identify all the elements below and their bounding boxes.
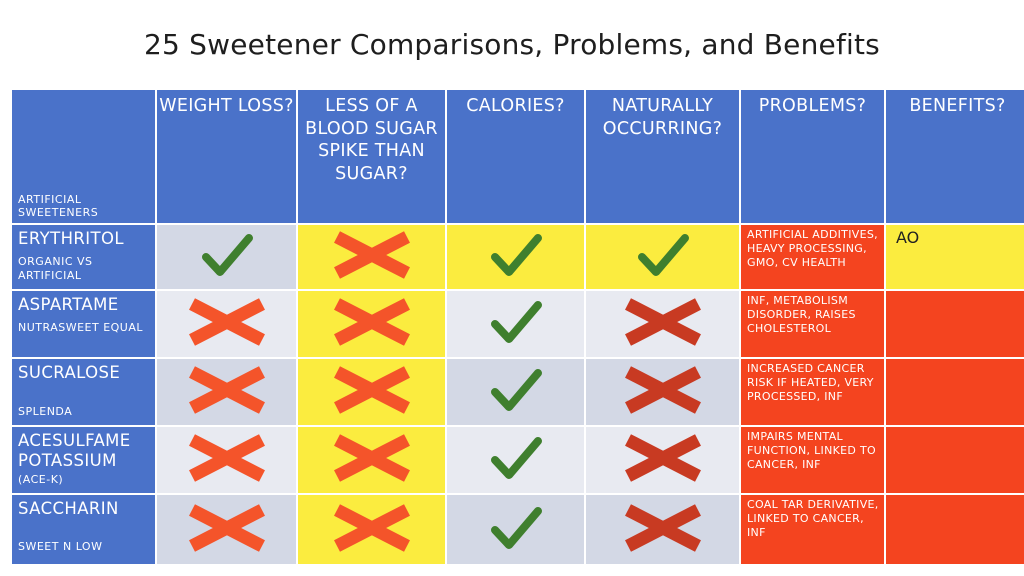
checkmark-icon	[633, 230, 693, 284]
cell-benefits	[886, 427, 1024, 493]
row-name: ASPARTAME	[18, 295, 119, 314]
cell-weight-loss	[157, 291, 296, 357]
cell-problems: INCREASED CANCER RISK IF HEATED, VERY PR…	[741, 359, 884, 425]
corner-label: ARTIFICIAL SWEETENERS	[18, 193, 99, 219]
cell-problems: COAL TAR DERIVATIVE, LINKED TO CANCER, I…	[741, 495, 884, 564]
cell-weight-loss	[157, 427, 296, 493]
cross-icon	[329, 230, 415, 284]
cell-calories	[447, 359, 584, 425]
cross-icon	[620, 365, 706, 419]
cross-icon	[184, 297, 270, 351]
cross-icon	[329, 503, 415, 557]
row-subtitle: SWEET N LOW	[18, 540, 103, 553]
column-header-naturally-occurring: NATURALLY OCCURRING?	[586, 90, 739, 223]
corner-header: ARTIFICIAL SWEETENERS	[12, 90, 155, 223]
comparison-table: ARTIFICIAL SWEETENERS WEIGHT LOSS? LESS …	[12, 90, 1024, 564]
row-name: ERYTHRITOL	[18, 229, 124, 248]
cross-icon	[329, 365, 415, 419]
checkmark-icon	[197, 230, 257, 284]
column-header-blood-sugar: LESS OF A BLOOD SUGAR SPIKE THAN SUGAR?	[298, 90, 445, 223]
cell-naturally-occurring	[586, 359, 739, 425]
row-subtitle: ORGANIC VS ARTIFICIAL	[18, 255, 93, 282]
checkmark-icon	[486, 365, 546, 419]
cell-blood-sugar	[298, 291, 445, 357]
cell-benefits: AO	[886, 225, 1024, 289]
cell-weight-loss	[157, 225, 296, 289]
row-name: SUCRALOSE	[18, 363, 121, 382]
page-title: 25 Sweetener Comparisons, Problems, and …	[144, 28, 880, 61]
cell-problems: IMPAIRS MENTAL FUNCTION, LINKED TO CANCE…	[741, 427, 884, 493]
row-subtitle: SPLENDA	[18, 405, 73, 418]
cell-calories	[447, 495, 584, 564]
cross-icon	[620, 503, 706, 557]
column-header-problems: PROBLEMS?	[741, 90, 884, 223]
cross-icon	[184, 503, 270, 557]
row-name: SACCHARIN	[18, 499, 119, 518]
cell-benefits	[886, 291, 1024, 357]
cell-calories	[447, 427, 584, 493]
cell-naturally-occurring	[586, 427, 739, 493]
row-header-erythritol: ERYTHRITOL ORGANIC VS ARTIFICIAL	[12, 225, 155, 289]
row-subtitle: (ACE-K)	[18, 473, 64, 486]
cell-blood-sugar	[298, 225, 445, 289]
cross-icon	[620, 433, 706, 487]
cell-naturally-occurring	[586, 291, 739, 357]
column-header-calories: CALORIES?	[447, 90, 584, 223]
checkmark-icon	[486, 503, 546, 557]
cross-icon	[329, 297, 415, 351]
cell-benefits	[886, 359, 1024, 425]
cell-problems: ARTIFICIAL ADDITIVES, HEAVY PROCESSING, …	[741, 225, 884, 289]
row-name: ACESULFAME POTASSIUM	[18, 431, 131, 470]
column-header-benefits: BENEFITS?	[886, 90, 1024, 223]
cross-icon	[620, 297, 706, 351]
cell-weight-loss	[157, 359, 296, 425]
column-header-weight-loss: WEIGHT LOSS?	[157, 90, 296, 223]
cell-weight-loss	[157, 495, 296, 564]
cell-naturally-occurring	[586, 495, 739, 564]
checkmark-icon	[486, 297, 546, 351]
row-header-saccharin: SACCHARIN SWEET N LOW	[12, 495, 155, 564]
cell-calories	[447, 291, 584, 357]
cell-blood-sugar	[298, 495, 445, 564]
cell-calories	[447, 225, 584, 289]
cell-naturally-occurring	[586, 225, 739, 289]
row-header-aspartame: ASPARTAME NUTRASWEET EQUAL	[12, 291, 155, 357]
cell-blood-sugar	[298, 427, 445, 493]
row-header-sucralose: SUCRALOSE SPLENDA	[12, 359, 155, 425]
cross-icon	[184, 433, 270, 487]
row-subtitle: NUTRASWEET EQUAL	[18, 321, 144, 334]
checkmark-icon	[486, 230, 546, 284]
cell-benefits	[886, 495, 1024, 564]
cell-blood-sugar	[298, 359, 445, 425]
cross-icon	[329, 433, 415, 487]
row-header-acesulfame-potassium: ACESULFAME POTASSIUM (ACE-K)	[12, 427, 155, 493]
checkmark-icon	[486, 433, 546, 487]
cell-problems: INF, METABOLISM DISORDER, RAISES CHOLEST…	[741, 291, 884, 357]
cross-icon	[184, 365, 270, 419]
